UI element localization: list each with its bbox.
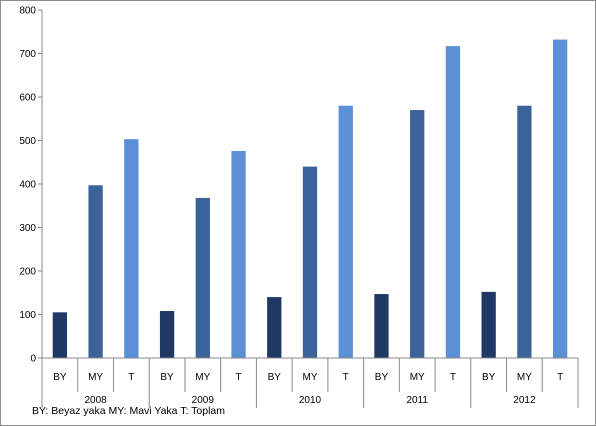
x-category-label: BY [482,372,496,383]
y-tick-label: 600 [19,93,36,104]
y-tick-label: 0 [30,354,36,365]
y-tick-label: 100 [19,310,36,321]
bar-2009-MY [195,197,210,358]
bar-2011-T [445,46,461,359]
bar-2011-MY [410,110,425,358]
x-group-label: 2010 [299,395,322,406]
bar-2010-BY [267,297,282,358]
bar-2008-T [124,139,139,358]
x-category-label: T [557,372,563,383]
x-category-label: MY [88,372,103,383]
x-category-label: BY [268,372,282,383]
bar-2009-BY [159,311,175,358]
bar-2012-T [552,39,568,358]
x-category-label: BY [375,372,389,383]
bar-2008-MY [88,185,103,358]
bar-2012-BY [481,291,496,358]
x-category-label: BY [53,372,67,383]
y-tick-label: 800 [19,6,36,17]
x-category-label: T [450,372,456,383]
x-category-label: MY [303,372,318,383]
y-tick-label: 500 [19,136,36,147]
bar-2010-T [338,105,353,358]
x-category-label: T [235,372,241,383]
y-tick-label: 200 [19,267,36,278]
x-group-label: 2008 [84,395,107,406]
chart-footnote: BY: Beyaz yaka MY: Mavi Yaka T: Toplam [32,405,225,417]
y-tick-label: 700 [19,49,36,60]
x-group-label: 2009 [192,395,215,406]
bar-2008-BY [52,312,68,358]
x-category-label: T [343,372,349,383]
x-category-label: T [128,372,134,383]
bar-2012-MY [517,105,532,358]
bar-2011-BY [374,294,389,358]
y-tick-label: 300 [19,223,36,234]
bar-2010-MY [302,166,318,358]
x-group-label: 2012 [513,395,536,406]
x-category-label: MY [410,372,425,383]
x-group-label: 2011 [406,395,428,406]
x-category-label: MY [195,372,210,383]
x-category-label: BY [160,372,174,383]
y-tick-label: 400 [19,180,36,191]
x-category-label: MY [517,372,532,383]
bar-2009-T [231,150,246,358]
